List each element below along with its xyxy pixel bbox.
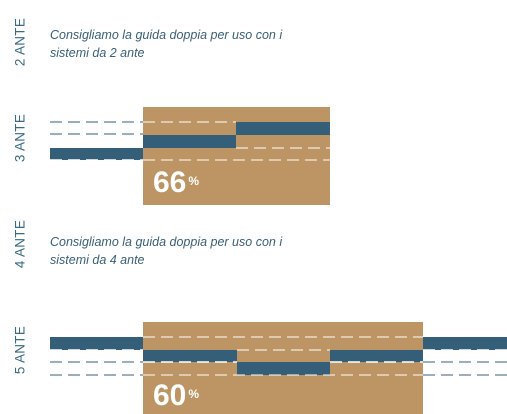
door-3-ante-right (236, 122, 330, 135)
percent-5-ante: 60% (153, 381, 199, 411)
door-3-ante-middle (143, 135, 236, 148)
door-5-ante-5 (423, 337, 507, 350)
door-5-ante-3 (237, 362, 330, 375)
note-2-ante-line-2: sistemi da 2 ante (50, 46, 145, 60)
percent-3-ante-sign: % (188, 174, 200, 188)
percent-5-ante-value: 60 (153, 379, 187, 412)
percent-3-ante: 66% (153, 168, 199, 198)
percent-5-ante-sign: % (188, 387, 200, 401)
door-3-ante-left (50, 148, 143, 160)
note-4-ante-line-1: Consigliamo la guida doppia per uso con … (50, 235, 283, 249)
note-4-ante: Consigliamo la guida doppia per uso con … (50, 233, 282, 269)
note-2-ante: Consigliamo la guida doppia per uso con … (50, 26, 282, 62)
door-5-ante-1 (50, 337, 143, 350)
door-5-ante-2 (143, 350, 237, 362)
door-5-ante-4 (330, 350, 423, 362)
diagram-5-ante (50, 322, 507, 414)
note-4-ante-line-2: sistemi da 4 ante (50, 253, 145, 267)
note-2-ante-line-1: Consigliamo la guida doppia per uso con … (50, 28, 283, 42)
percent-3-ante-value: 66 (153, 166, 187, 199)
diagram-3-ante (50, 107, 330, 205)
